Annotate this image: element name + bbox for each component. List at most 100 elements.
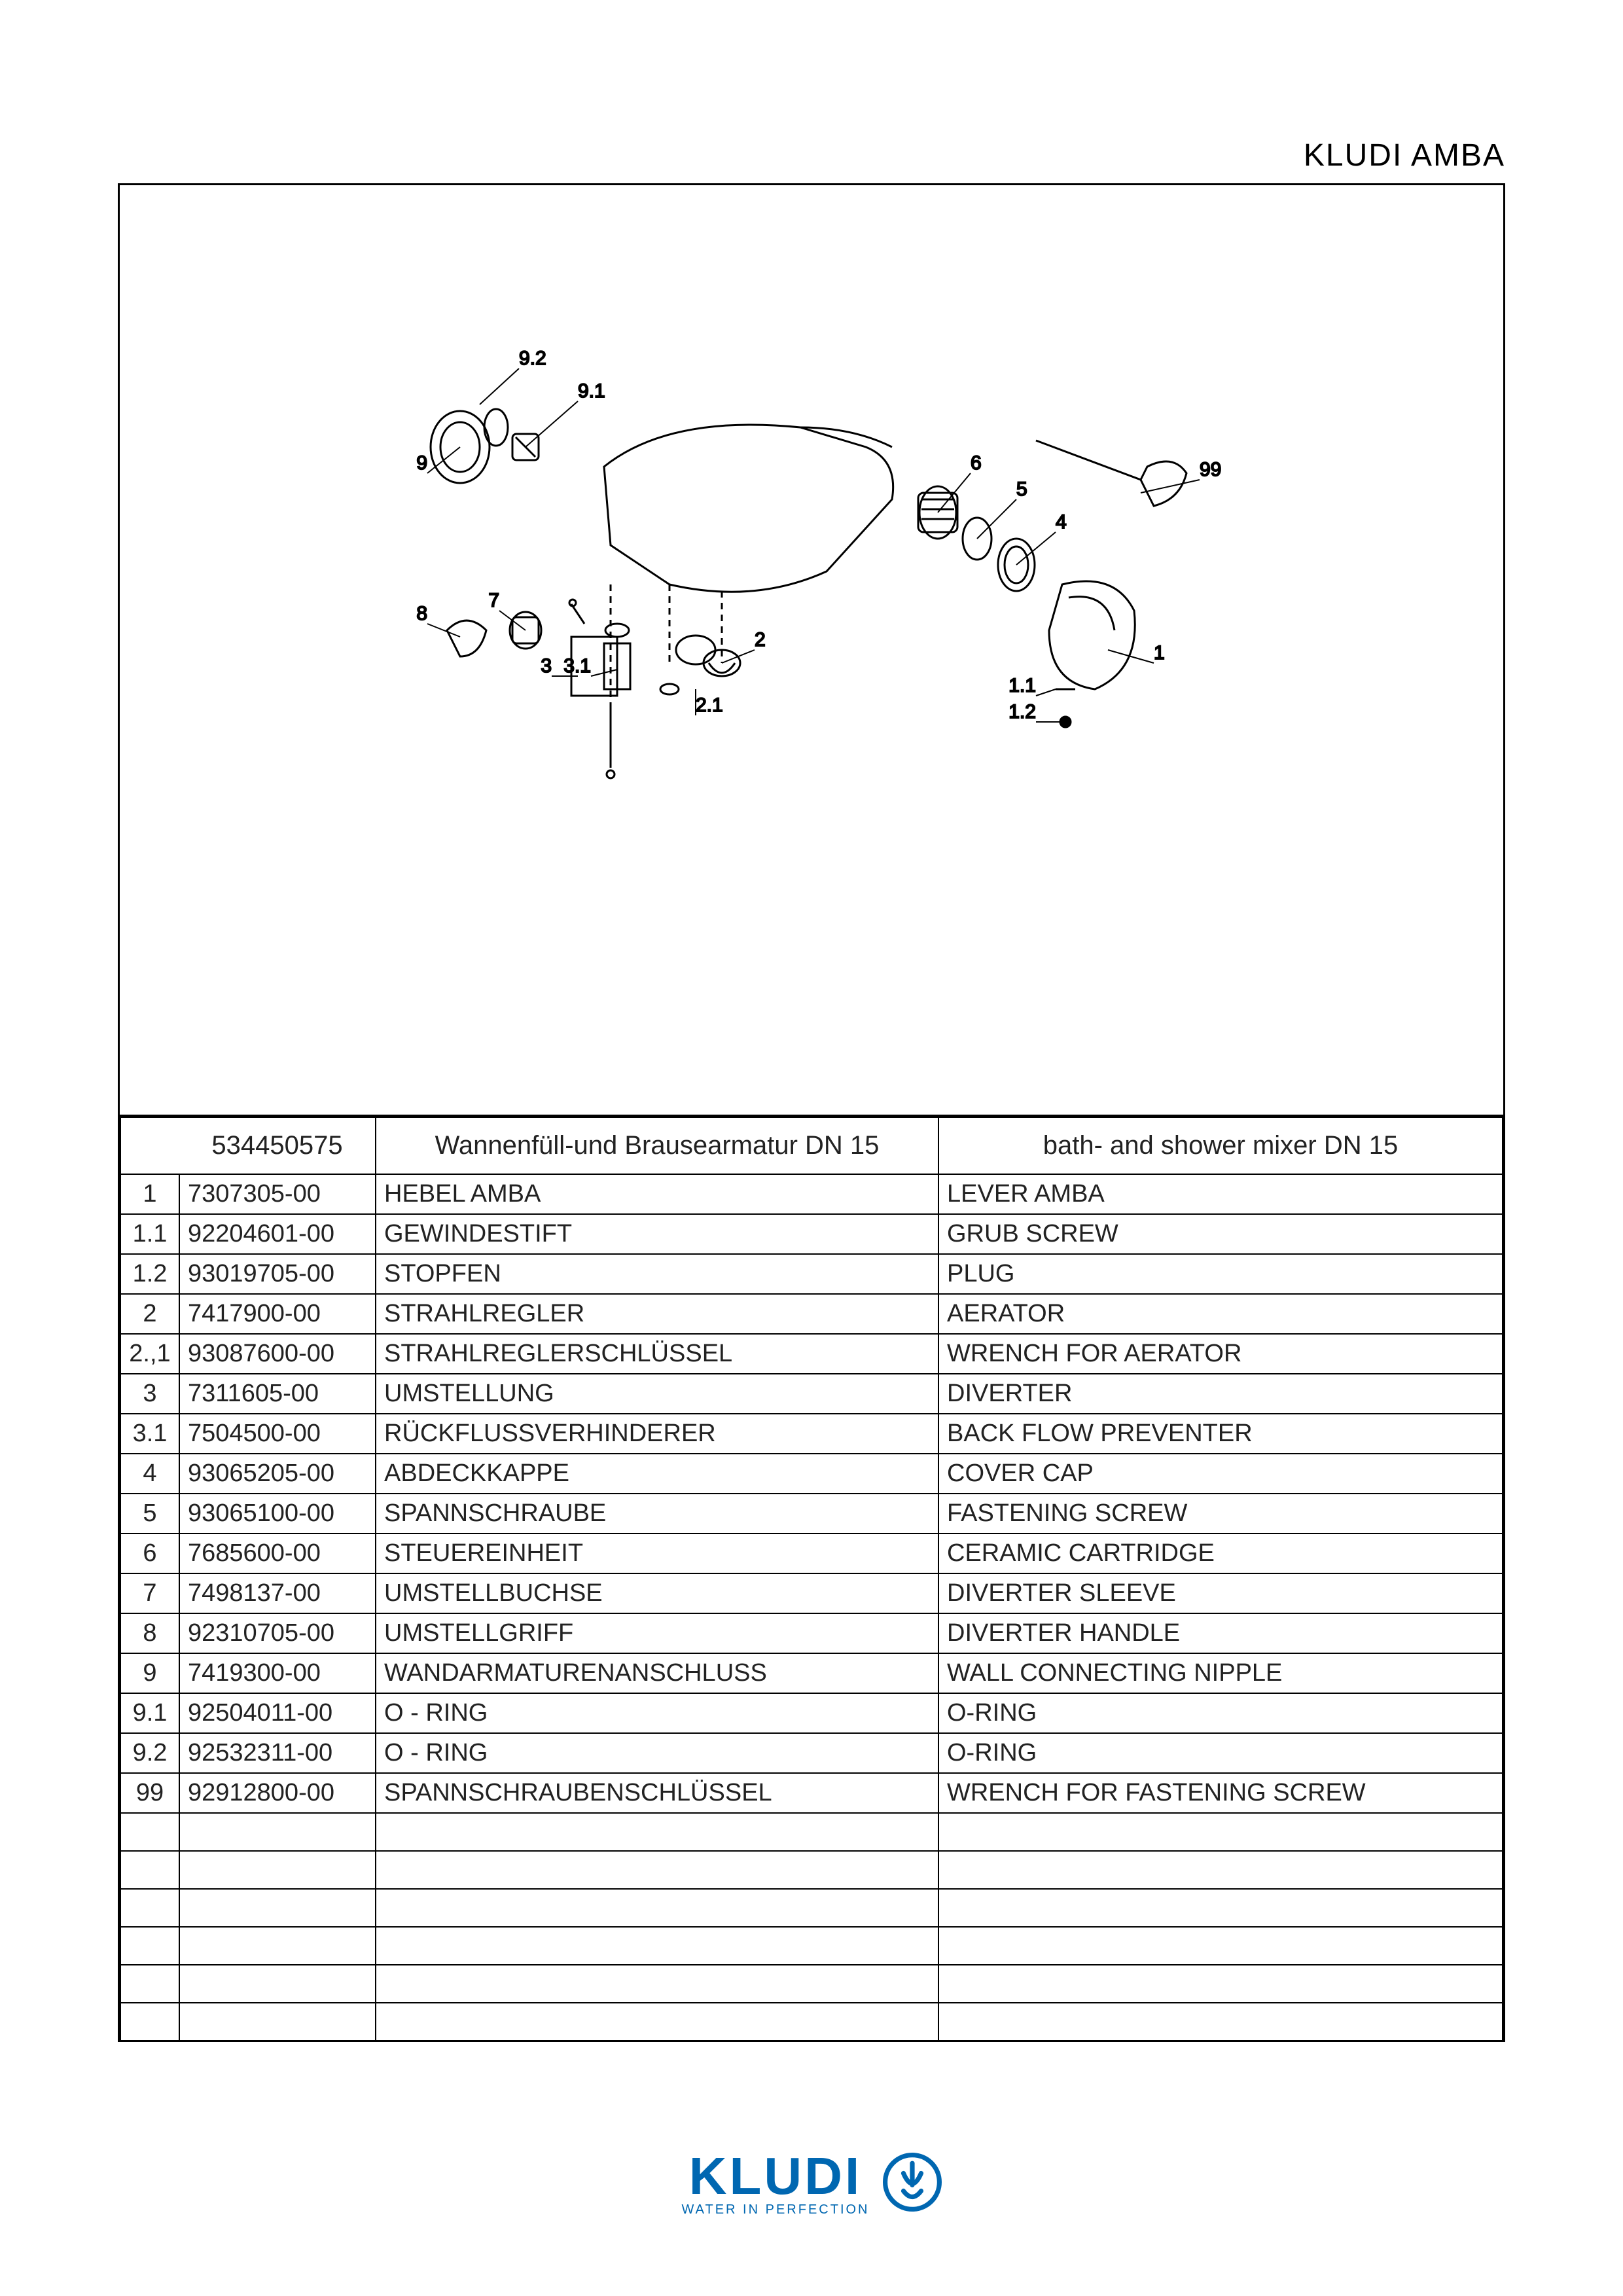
table-row: 17307305-00HEBEL AMBALEVER AMBA	[120, 1174, 1503, 1214]
cell-pos: 8	[120, 1613, 179, 1653]
cell-de: ABDECKKAPPE	[376, 1454, 938, 1494]
cell-article: 92912800-00	[179, 1773, 376, 1813]
cell-de: SPANNSCHRAUBENSCHLÜSSEL	[376, 1773, 938, 1813]
footer: KLUDI WATER IN PERFECTION	[0, 2146, 1623, 2217]
table-row-empty	[120, 1965, 1503, 2003]
callout-label: 2.1	[696, 694, 723, 716]
table-row: 97419300-00WANDARMATURENANSCHLUSSWALL CO…	[120, 1653, 1503, 1693]
header-product-code: 534450575	[179, 1117, 376, 1174]
cell-pos: 4	[120, 1454, 179, 1494]
cell-de: WANDARMATURENANSCHLUSS	[376, 1653, 938, 1693]
cell-de: HEBEL AMBA	[376, 1174, 938, 1214]
callout-label: 1	[1154, 642, 1165, 664]
cell-pos: 1.2	[120, 1254, 179, 1294]
cell-article: 7417900-00	[179, 1294, 376, 1334]
document-page: KLUDI AMBA	[0, 0, 1623, 2296]
cell-article: 7307305-00	[179, 1174, 376, 1214]
callout-label: 1.1	[1008, 675, 1036, 696]
header-desc-en: bath- and shower mixer DN 15	[938, 1117, 1503, 1174]
table-row-empty	[120, 2003, 1503, 2041]
table-row: 9992912800-00SPANNSCHRAUBENSCHLÜSSELWREN…	[120, 1773, 1503, 1813]
cell-en: GRUB SCREW	[938, 1214, 1503, 1254]
cell-en: WALL CONNECTING NIPPLE	[938, 1653, 1503, 1693]
parts-table: 534450575 Wannenfüll-und Brausearmatur D…	[120, 1117, 1503, 2041]
cell-en: COVER CAP	[938, 1454, 1503, 1494]
cell-de: O - RING	[376, 1693, 938, 1733]
cell-pos: 5	[120, 1494, 179, 1534]
table-header-row: 534450575 Wannenfüll-und Brausearmatur D…	[120, 1117, 1503, 1174]
callout-label: 9.1	[578, 380, 605, 402]
table-row: 27417900-00STRAHLREGLERAERATOR	[120, 1294, 1503, 1334]
cell-de: UMSTELLGRIFF	[376, 1613, 938, 1653]
cell-en: DIVERTER SLEEVE	[938, 1573, 1503, 1613]
cell-article: 92204601-00	[179, 1214, 376, 1254]
callout-label: 7	[488, 590, 499, 611]
cell-de: STOPFEN	[376, 1254, 938, 1294]
table-row-empty	[120, 1851, 1503, 1889]
table-row-empty	[120, 1813, 1503, 1851]
cell-en: CERAMIC CARTRIDGE	[938, 1534, 1503, 1573]
cell-pos: 99	[120, 1773, 179, 1813]
table-row: 9.192504011-00O - RINGO-RING	[120, 1693, 1503, 1733]
page-title: KLUDI AMBA	[1304, 137, 1505, 173]
callout-label: 2	[755, 629, 766, 651]
cell-article: 93019705-00	[179, 1254, 376, 1294]
cell-article: 7498137-00	[179, 1573, 376, 1613]
cell-en: WRENCH FOR FASTENING SCREW	[938, 1773, 1503, 1813]
cell-pos: 6	[120, 1534, 179, 1573]
brand-logo: KLUDI WATER IN PERFECTION	[682, 2146, 942, 2217]
cell-article: 92310705-00	[179, 1613, 376, 1653]
cell-en: PLUG	[938, 1254, 1503, 1294]
cell-de: UMSTELLBUCHSE	[376, 1573, 938, 1613]
header-desc-de: Wannenfüll-und Brausearmatur DN 15	[376, 1117, 938, 1174]
cell-article: 93065100-00	[179, 1494, 376, 1534]
logo-icon	[883, 2153, 942, 2212]
logo-tagline: WATER IN PERFECTION	[682, 2202, 870, 2217]
cell-en: O-RING	[938, 1693, 1503, 1733]
cell-article: 7685600-00	[179, 1534, 376, 1573]
table-row: 1.192204601-00GEWINDESTIFTGRUB SCREW	[120, 1214, 1503, 1254]
cell-de: RÜCKFLUSSVERHINDERER	[376, 1414, 938, 1454]
cell-en: WRENCH FOR AERATOR	[938, 1334, 1503, 1374]
cell-en: LEVER AMBA	[938, 1174, 1503, 1214]
content-frame: 9.29.196549911.11.28733.122.1 534450575 …	[118, 183, 1505, 2042]
table-row: 593065100-00SPANNSCHRAUBEFASTENING SCREW	[120, 1494, 1503, 1534]
table-row-empty	[120, 1927, 1503, 1965]
cell-pos: 9.2	[120, 1733, 179, 1773]
callout-label: 5	[1016, 478, 1027, 500]
cell-de: O - RING	[376, 1733, 938, 1773]
callout-label: 8	[416, 603, 427, 624]
cell-pos: 2.,1	[120, 1334, 179, 1374]
callout-label: 3.1	[563, 655, 591, 677]
table-row: 77498137-00UMSTELLBUCHSEDIVERTER SLEEVE	[120, 1573, 1503, 1613]
table-row: 9.292532311-00O - RINGO-RING	[120, 1733, 1503, 1773]
callout-label: 9	[416, 452, 427, 474]
cell-article: 93065205-00	[179, 1454, 376, 1494]
cell-de: STRAHLREGLERSCHLÜSSEL	[376, 1334, 938, 1374]
diagram-svg: 9.29.196549911.11.28733.122.1	[329, 264, 1298, 918]
table-row: 1.293019705-00STOPFENPLUG	[120, 1254, 1503, 1294]
cell-en: BACK FLOW PREVENTER	[938, 1414, 1503, 1454]
table-row: 67685600-00STEUEREINHEITCERAMIC CARTRIDG…	[120, 1534, 1503, 1573]
table-row-empty	[120, 1889, 1503, 1927]
header-blank-pos	[120, 1117, 179, 1174]
cell-de: SPANNSCHRAUBE	[376, 1494, 938, 1534]
table-row: 37311605-00UMSTELLUNGDIVERTER	[120, 1374, 1503, 1414]
exploded-diagram: 9.29.196549911.11.28733.122.1	[120, 185, 1503, 1115]
cell-de: STEUEREINHEIT	[376, 1534, 938, 1573]
cell-en: FASTENING SCREW	[938, 1494, 1503, 1534]
cell-pos: 9.1	[120, 1693, 179, 1733]
callout-label: 6	[971, 452, 982, 474]
cell-pos: 9	[120, 1653, 179, 1693]
cell-en: AERATOR	[938, 1294, 1503, 1334]
cell-pos: 3	[120, 1374, 179, 1414]
cell-pos: 3.1	[120, 1414, 179, 1454]
cell-en: DIVERTER HANDLE	[938, 1613, 1503, 1653]
cell-pos: 1	[120, 1174, 179, 1214]
callout-label: 3	[541, 655, 552, 677]
cell-article: 93087600-00	[179, 1334, 376, 1374]
table-row: 892310705-00UMSTELLGRIFFDIVERTER HANDLE	[120, 1613, 1503, 1653]
cell-en: DIVERTER	[938, 1374, 1503, 1414]
logo-text: KLUDI	[682, 2146, 870, 2206]
cell-article: 7504500-00	[179, 1414, 376, 1454]
